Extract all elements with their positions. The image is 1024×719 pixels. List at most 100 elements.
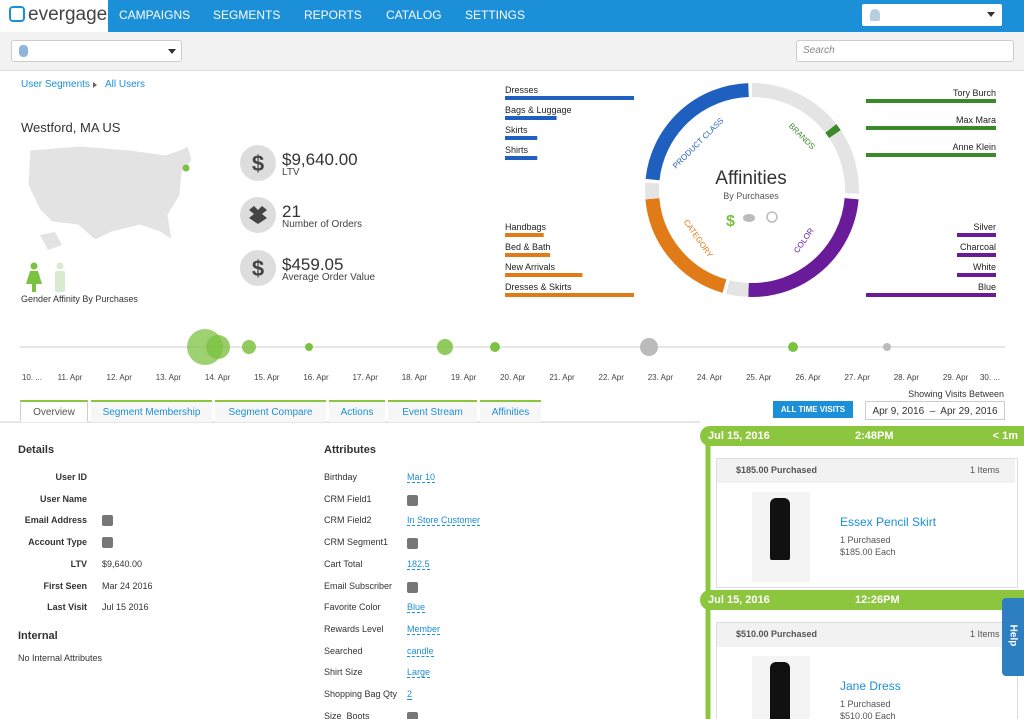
dataset-select[interactable] — [11, 40, 182, 62]
add-button[interactable] — [407, 494, 418, 506]
affinity-bar — [505, 293, 634, 297]
event-card-head — [717, 459, 1015, 483]
all-time-button[interactable]: ALL TIME VISITS — [773, 401, 853, 418]
affinity-bar — [505, 136, 538, 140]
logo-icon — [9, 6, 25, 22]
dollar-icon: $ — [726, 213, 735, 230]
affinity-label: Shirts — [505, 145, 529, 155]
tab[interactable]: Affinities — [480, 400, 541, 422]
timeline-label: 27. Apr — [845, 373, 871, 382]
timeline-label: 22. Apr — [599, 373, 625, 382]
gender-label: Gender Affinity By Purchases — [21, 294, 138, 304]
event-date: Jul 15, 2016 — [708, 594, 770, 606]
product-name[interactable]: Jane Dress — [840, 679, 901, 693]
location: Westford, MA US — [21, 120, 121, 135]
top-nav — [0, 0, 1024, 32]
breadcrumb-link[interactable]: All Users — [105, 79, 146, 90]
affinity-bar — [866, 99, 996, 103]
add-button[interactable] — [102, 537, 113, 549]
affinity-bar — [866, 153, 996, 157]
nav-item[interactable]: SETTINGS — [465, 8, 526, 22]
breadcrumb-arrow — [93, 82, 100, 88]
attribute-label: Birthday — [324, 472, 358, 482]
timeline-label: 29. Apr — [943, 373, 969, 382]
donut-arc — [748, 197, 859, 297]
product-name[interactable]: Essex Pencil Skirt — [840, 515, 937, 529]
nav-item[interactable]: SEGMENTS — [213, 8, 281, 22]
attribute-value[interactable]: Blue — [407, 602, 426, 614]
stat-value: $9,640.00 — [282, 150, 358, 169]
detail-label: LTV — [70, 558, 87, 569]
event-header — [700, 590, 1024, 610]
nav-item[interactable]: CAMPAIGNS — [119, 8, 191, 22]
product-dress — [770, 662, 790, 719]
stat-label: LTV — [282, 167, 300, 178]
section-title: Details — [18, 444, 55, 456]
male-icon — [55, 262, 65, 292]
date-range[interactable]: Apr 9, 2016 – Apr 29, 2016 — [865, 401, 1005, 420]
add-button[interactable] — [102, 515, 113, 527]
nav-item[interactable]: CATALOG — [386, 8, 442, 22]
svg-text:$: $ — [252, 256, 264, 281]
showing-label: Showing Visits Between — [908, 389, 1004, 399]
attribute-value[interactable]: Member — [407, 623, 441, 635]
detail-label: Account Type — [28, 537, 87, 548]
tab[interactable]: Actions — [329, 400, 385, 422]
dropdown-caret — [987, 12, 995, 21]
product-each: $510.00 Each — [840, 711, 896, 719]
dropdown-caret — [168, 49, 176, 58]
help-label[interactable]: Help — [1007, 624, 1019, 647]
tab[interactable]: Segment Membership — [91, 400, 212, 422]
tab[interactable]: Event Stream — [388, 400, 477, 422]
event-card-head — [717, 623, 1015, 647]
timeline-label: 26. Apr — [795, 373, 821, 382]
clock-icon — [766, 211, 778, 223]
attribute-value[interactable]: Mar 10 — [407, 472, 436, 483]
section-title: Internal — [18, 630, 58, 642]
add-button[interactable] — [407, 538, 418, 550]
help-tab[interactable] — [1002, 598, 1024, 676]
affinities-subtitle: By Purchases — [723, 191, 779, 201]
nav-item[interactable]: REPORTS — [304, 8, 362, 22]
event-date: Jul 15, 2016 — [708, 430, 770, 442]
event-items: 1 Items — [970, 465, 1000, 475]
timeline-label: 16. Apr — [303, 373, 329, 382]
attribute-label: Cart Total — [324, 558, 363, 569]
timeline-label: 11. Apr — [58, 373, 83, 382]
donut-arc — [645, 83, 749, 181]
female-icon — [26, 262, 42, 292]
event-time: 12:26PM — [855, 594, 900, 606]
attribute-value[interactable]: 182.5 — [407, 558, 430, 570]
product-qty: 1 Purchased — [840, 535, 891, 545]
affinity-bar — [505, 233, 544, 237]
timeline-label: 21. Apr — [549, 373, 575, 382]
donut-arc — [825, 124, 841, 139]
timeline-label: 14. Apr — [205, 373, 231, 382]
affinity-bar — [957, 233, 996, 237]
event-amount: $510.00 Purchased — [736, 629, 818, 639]
attribute-value[interactable]: In Store Customer — [407, 515, 481, 527]
affinity-label: Max Mara — [955, 115, 996, 125]
affinity-label: Silver — [973, 222, 996, 232]
search-box[interactable] — [796, 40, 1014, 62]
user-select[interactable] — [862, 4, 1002, 26]
stat-value: 21 — [282, 202, 301, 221]
attribute-value[interactable]: 2 — [407, 689, 413, 700]
attribute-label: Favorite Color — [324, 602, 381, 613]
event-amount: $185.00 Purchased — [736, 465, 818, 475]
detail-value: Mar 24 2016 — [102, 580, 153, 591]
attribute-label: CRM Field2 — [324, 515, 372, 526]
tab[interactable]: Segment Compare — [215, 400, 326, 422]
breadcrumb-link[interactable]: User Segments — [21, 79, 90, 90]
attribute-label: CRM Field1 — [324, 493, 372, 504]
affinity-label: Dresses & Skirts — [505, 282, 572, 292]
add-button[interactable] — [407, 581, 418, 593]
attribute-value[interactable]: candle — [407, 645, 434, 657]
tab[interactable]: Overview — [20, 400, 88, 422]
attribute-value[interactable]: Large — [407, 667, 431, 679]
product-qty: 1 Purchased — [840, 699, 891, 709]
affinity-bar — [505, 273, 583, 277]
add-button[interactable] — [407, 711, 418, 719]
donut-arc — [726, 280, 749, 297]
attribute-label: Rewards Level — [324, 623, 384, 634]
